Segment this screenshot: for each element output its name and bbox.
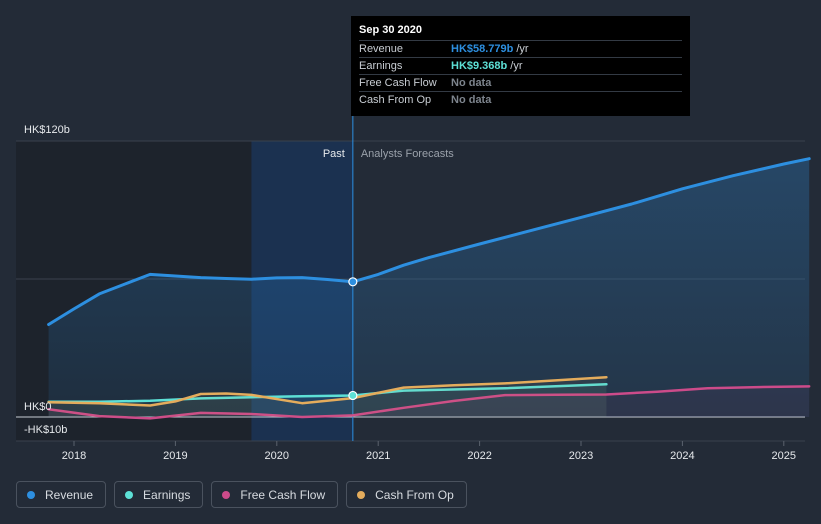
forecast-label: Analysts Forecasts [361,148,454,160]
x-tick-label: 2023 [569,450,593,462]
revenue-marker [348,277,358,287]
legend-dot-icon [357,490,366,499]
y-tick-label: -HK$10b [24,424,67,436]
revenue-area [48,158,810,417]
x-tick-label: 2020 [265,450,289,462]
legend-item-earnings[interactable]: Earnings [114,481,204,508]
tooltip-label: Revenue [359,43,404,55]
legend-dot-icon [125,490,134,499]
legend-label: Cash From Op [375,487,454,502]
tooltip-unit: /yr [516,43,529,55]
legend-dot-icon [222,490,231,499]
data-tooltip: Sep 30 2020 Revenue HK$58.779b /yr Earni… [351,16,690,116]
legend-item-revenue[interactable]: Revenue [16,481,107,508]
legend-item-free-cash-flow[interactable]: Free Cash Flow [211,481,339,508]
y-tick-label: HK$120b [24,124,70,136]
x-tick-label: 2025 [772,450,796,462]
y-tick-label: HK$0 [24,401,52,413]
tooltip-date: Sep 30 2020 [359,24,422,36]
x-tick-label: 2019 [163,450,187,462]
x-tick-label: 2021 [366,450,390,462]
earnings-line [47,383,608,404]
earnings-marker [348,390,358,401]
cash-from-op-area [48,377,607,417]
cash-from-op-line [47,375,608,407]
tooltip-unit: /yr [510,60,523,72]
tooltip-row-cash-from-op: Cash From Op No data [359,91,682,108]
free-cash-flow-line [47,385,811,420]
revenue-line [47,157,811,326]
x-tick-label: 2024 [670,450,694,462]
legend-dot-icon [27,490,35,499]
past-label: Past [323,148,345,160]
x-tick-label: 2018 [62,450,86,462]
tooltip-value: No data [451,94,492,106]
legend-label: Revenue [45,487,94,502]
tooltip-row-revenue: Revenue HK$58.779b /yr [359,40,682,57]
tooltip-label: Earnings [359,60,403,72]
tooltip-row-free-cash-flow: Free Cash Flow No data [359,74,682,91]
tooltip-value: HK$58.779b [451,43,514,55]
tooltip-row-earnings: Earnings HK$9.368b /yr [359,57,682,74]
tooltip-label: Cash From Op [359,94,432,106]
tooltip-value: No data [451,77,492,89]
legend-label: Free Cash Flow [240,487,326,502]
legend-label: Earnings [143,487,191,502]
tooltip-value: HK$9.368b [451,60,508,72]
chart-legend: Revenue Earnings Free Cash Flow Cash Fro… [16,481,467,508]
legend-item-cash-from-op[interactable]: Cash From Op [346,481,467,508]
x-tick-label: 2022 [467,450,491,462]
tooltip-label: Free Cash Flow [359,77,437,89]
